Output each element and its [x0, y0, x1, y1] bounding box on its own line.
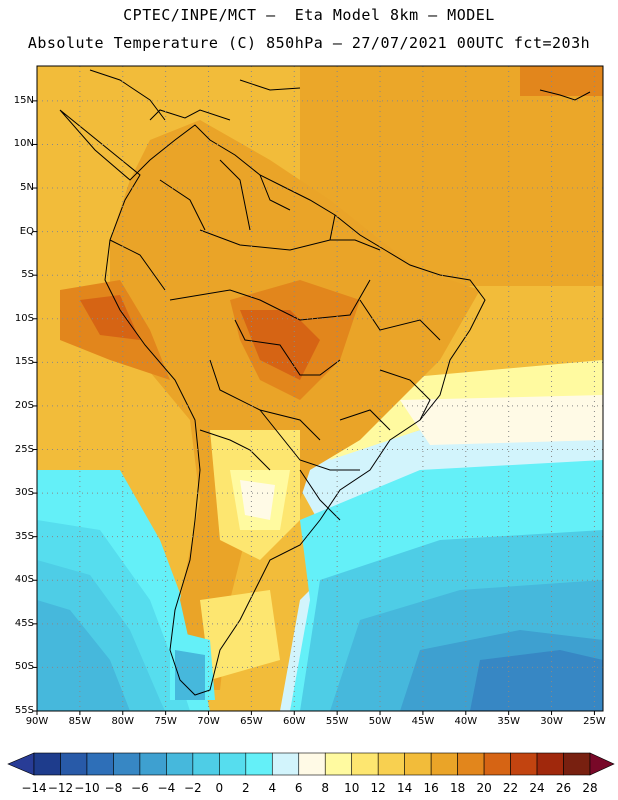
lat-label: 5S: [21, 269, 34, 281]
temperature-field: [37, 66, 603, 711]
colorbar-label: 16: [423, 781, 439, 795]
colorbar-label: 12: [370, 781, 386, 795]
colorbar-swatch: [139, 752, 167, 776]
axis-ticks: [33, 100, 595, 715]
country-borders: [59, 69, 591, 696]
lon-label: 25W: [583, 716, 606, 727]
colorbar-label: −12: [47, 781, 74, 795]
lat-label: 55S: [14, 705, 34, 716]
colorbar-label: 0: [215, 781, 224, 795]
chart-title-line-1: CPTEC/INPE/MCT – Eta Model 8km – MODEL: [123, 6, 495, 24]
colorbar-label: 8: [321, 781, 330, 795]
colorbar-label: 22: [502, 781, 519, 795]
lat-label: 45S: [14, 617, 34, 629]
colorbar-label: −10: [74, 781, 100, 795]
colorbar-label: −14: [21, 781, 47, 795]
colorbar-label: 20: [476, 781, 492, 795]
lat-label: 5N: [20, 182, 34, 194]
colorbar-swatch: [271, 752, 300, 776]
colorbar-swatch: [192, 752, 220, 776]
colorbar-swatch: [33, 752, 61, 776]
lat-label: 35S: [14, 530, 34, 542]
colorbar-swatch: [113, 752, 141, 776]
colorbar-swatch: [219, 752, 247, 776]
lat-label: 30S: [14, 487, 34, 499]
colorbar-swatch: [245, 752, 273, 776]
lon-label: 90W: [25, 716, 49, 727]
colorbar-swatch: [457, 752, 485, 776]
colorbar-label: 2: [241, 781, 250, 795]
colorbar-swatch: [324, 752, 353, 776]
colorbar-swatch: [166, 752, 194, 776]
lat-label: 15N: [13, 94, 34, 106]
colorbar-swatch: [563, 752, 591, 776]
colorbar-swatch: [536, 752, 564, 776]
colorbar-label: 26: [555, 781, 572, 795]
lon-label: 85W: [68, 716, 92, 727]
colorbar-swatch: [86, 752, 114, 776]
lat-label: 15S: [14, 356, 34, 368]
colorbar-label: 14: [397, 781, 413, 795]
lon-label: 35W: [497, 716, 520, 727]
colorbar-label: 10: [344, 781, 360, 795]
colorbar-swatch: [430, 752, 458, 776]
lon-label: 50W: [368, 716, 392, 727]
lon-label: 80W: [111, 716, 135, 727]
lat-label: 20S: [14, 399, 34, 411]
lon-label: 55W: [325, 716, 349, 727]
lon-label: 60W: [282, 716, 306, 727]
lon-label: 30W: [540, 716, 563, 727]
lon-label: 65W: [240, 716, 263, 727]
lon-label: 75W: [154, 716, 177, 727]
colorbar-swatch: [298, 752, 326, 776]
lon-label: 40W: [454, 716, 478, 727]
lat-label: 40S: [14, 574, 34, 586]
colorbar-left-arrow: [7, 752, 35, 776]
colorbar-swatch: [510, 752, 538, 776]
colorbar: [7, 752, 615, 776]
colorbar-label: −4: [157, 781, 176, 795]
colorbar-swatch: [404, 752, 432, 776]
colorbar-swatch: [351, 752, 379, 776]
lat-label: 10N: [13, 138, 34, 150]
colorbar-label: 18: [449, 781, 466, 795]
colorbar-swatch: [377, 752, 405, 776]
colorbar-right-arrow: [589, 752, 615, 776]
lon-label: 45W: [411, 716, 435, 727]
colorbar-label: −2: [183, 781, 202, 795]
colorbar-label: 24: [529, 781, 545, 795]
colorbar-swatch: [60, 752, 88, 776]
lon-label: 70W: [197, 716, 220, 727]
lat-label: 50S: [14, 661, 34, 673]
chart-title-line-2: Absolute Temperature (C) 850hPa – 27/07/…: [27, 34, 591, 52]
colorbar-label: −6: [131, 781, 149, 795]
lat-label: 10S: [14, 312, 34, 324]
colorbar-label: −8: [104, 781, 123, 795]
colorbar-label: 28: [582, 781, 598, 795]
colorbar-swatch: [483, 752, 511, 776]
colorbar-label: 6: [294, 781, 303, 795]
lat-label: 25S: [14, 443, 34, 455]
lat-label: EQ: [19, 225, 34, 237]
colorbar-label: 4: [268, 781, 277, 795]
map-frame: [36, 65, 604, 712]
